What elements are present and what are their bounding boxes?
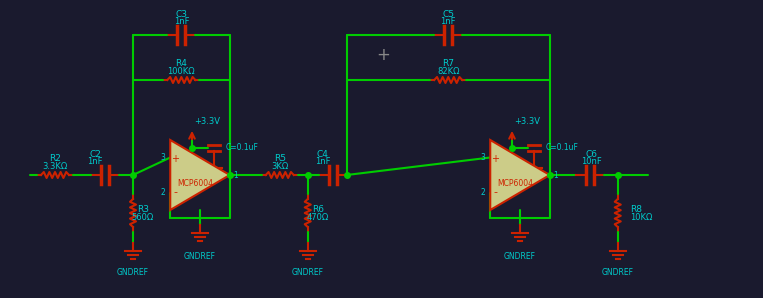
Text: C2: C2 xyxy=(89,150,101,159)
Text: 1nF: 1nF xyxy=(87,157,103,166)
Text: 100KΩ: 100KΩ xyxy=(168,67,195,76)
Text: C3: C3 xyxy=(175,10,188,19)
Text: R6: R6 xyxy=(312,204,324,213)
Text: 3: 3 xyxy=(481,153,485,162)
Text: MCP6004: MCP6004 xyxy=(497,179,533,187)
Polygon shape xyxy=(170,140,230,210)
Text: 2: 2 xyxy=(160,188,166,197)
Text: 82KΩ: 82KΩ xyxy=(437,67,459,76)
Text: R8: R8 xyxy=(629,204,642,213)
Text: R7: R7 xyxy=(443,59,454,68)
Text: R2: R2 xyxy=(49,154,61,163)
Text: R5: R5 xyxy=(274,154,286,163)
Text: 560Ω: 560Ω xyxy=(132,212,154,221)
Text: MCP6004: MCP6004 xyxy=(177,179,213,187)
Text: C=0.1uF: C=0.1uF xyxy=(226,144,259,153)
Text: GNDREF: GNDREF xyxy=(117,268,149,277)
Polygon shape xyxy=(491,140,550,210)
Text: +: + xyxy=(376,46,390,64)
Text: 1nF: 1nF xyxy=(315,157,330,166)
Text: 3.3KΩ: 3.3KΩ xyxy=(43,162,68,171)
Text: +: + xyxy=(491,153,499,164)
Text: C5: C5 xyxy=(443,10,454,19)
Text: 470Ω: 470Ω xyxy=(307,212,329,221)
Text: 3: 3 xyxy=(160,153,166,162)
Text: 1nF: 1nF xyxy=(174,17,189,26)
Text: 1nF: 1nF xyxy=(440,17,456,26)
Text: R3: R3 xyxy=(137,204,149,213)
Text: 10KΩ: 10KΩ xyxy=(629,212,652,221)
Text: GNDREF: GNDREF xyxy=(184,252,216,261)
Text: 1: 1 xyxy=(233,170,237,179)
Text: R4: R4 xyxy=(175,59,187,68)
Text: 3KΩ: 3KΩ xyxy=(271,162,288,171)
Text: +3.3V: +3.3V xyxy=(514,117,540,126)
Text: -: - xyxy=(173,187,177,198)
Text: C4: C4 xyxy=(317,150,329,159)
Text: 1: 1 xyxy=(552,170,558,179)
Text: C=0.1uF: C=0.1uF xyxy=(546,144,579,153)
Text: GNDREF: GNDREF xyxy=(504,252,536,261)
Text: -: - xyxy=(493,187,497,198)
Text: 10nF: 10nF xyxy=(581,157,602,166)
Text: GNDREF: GNDREF xyxy=(291,268,324,277)
Text: +3.3V: +3.3V xyxy=(194,117,220,126)
Text: 2: 2 xyxy=(481,188,485,197)
Text: GNDREF: GNDREF xyxy=(602,268,634,277)
Text: +: + xyxy=(171,153,179,164)
Text: C6: C6 xyxy=(586,150,597,159)
